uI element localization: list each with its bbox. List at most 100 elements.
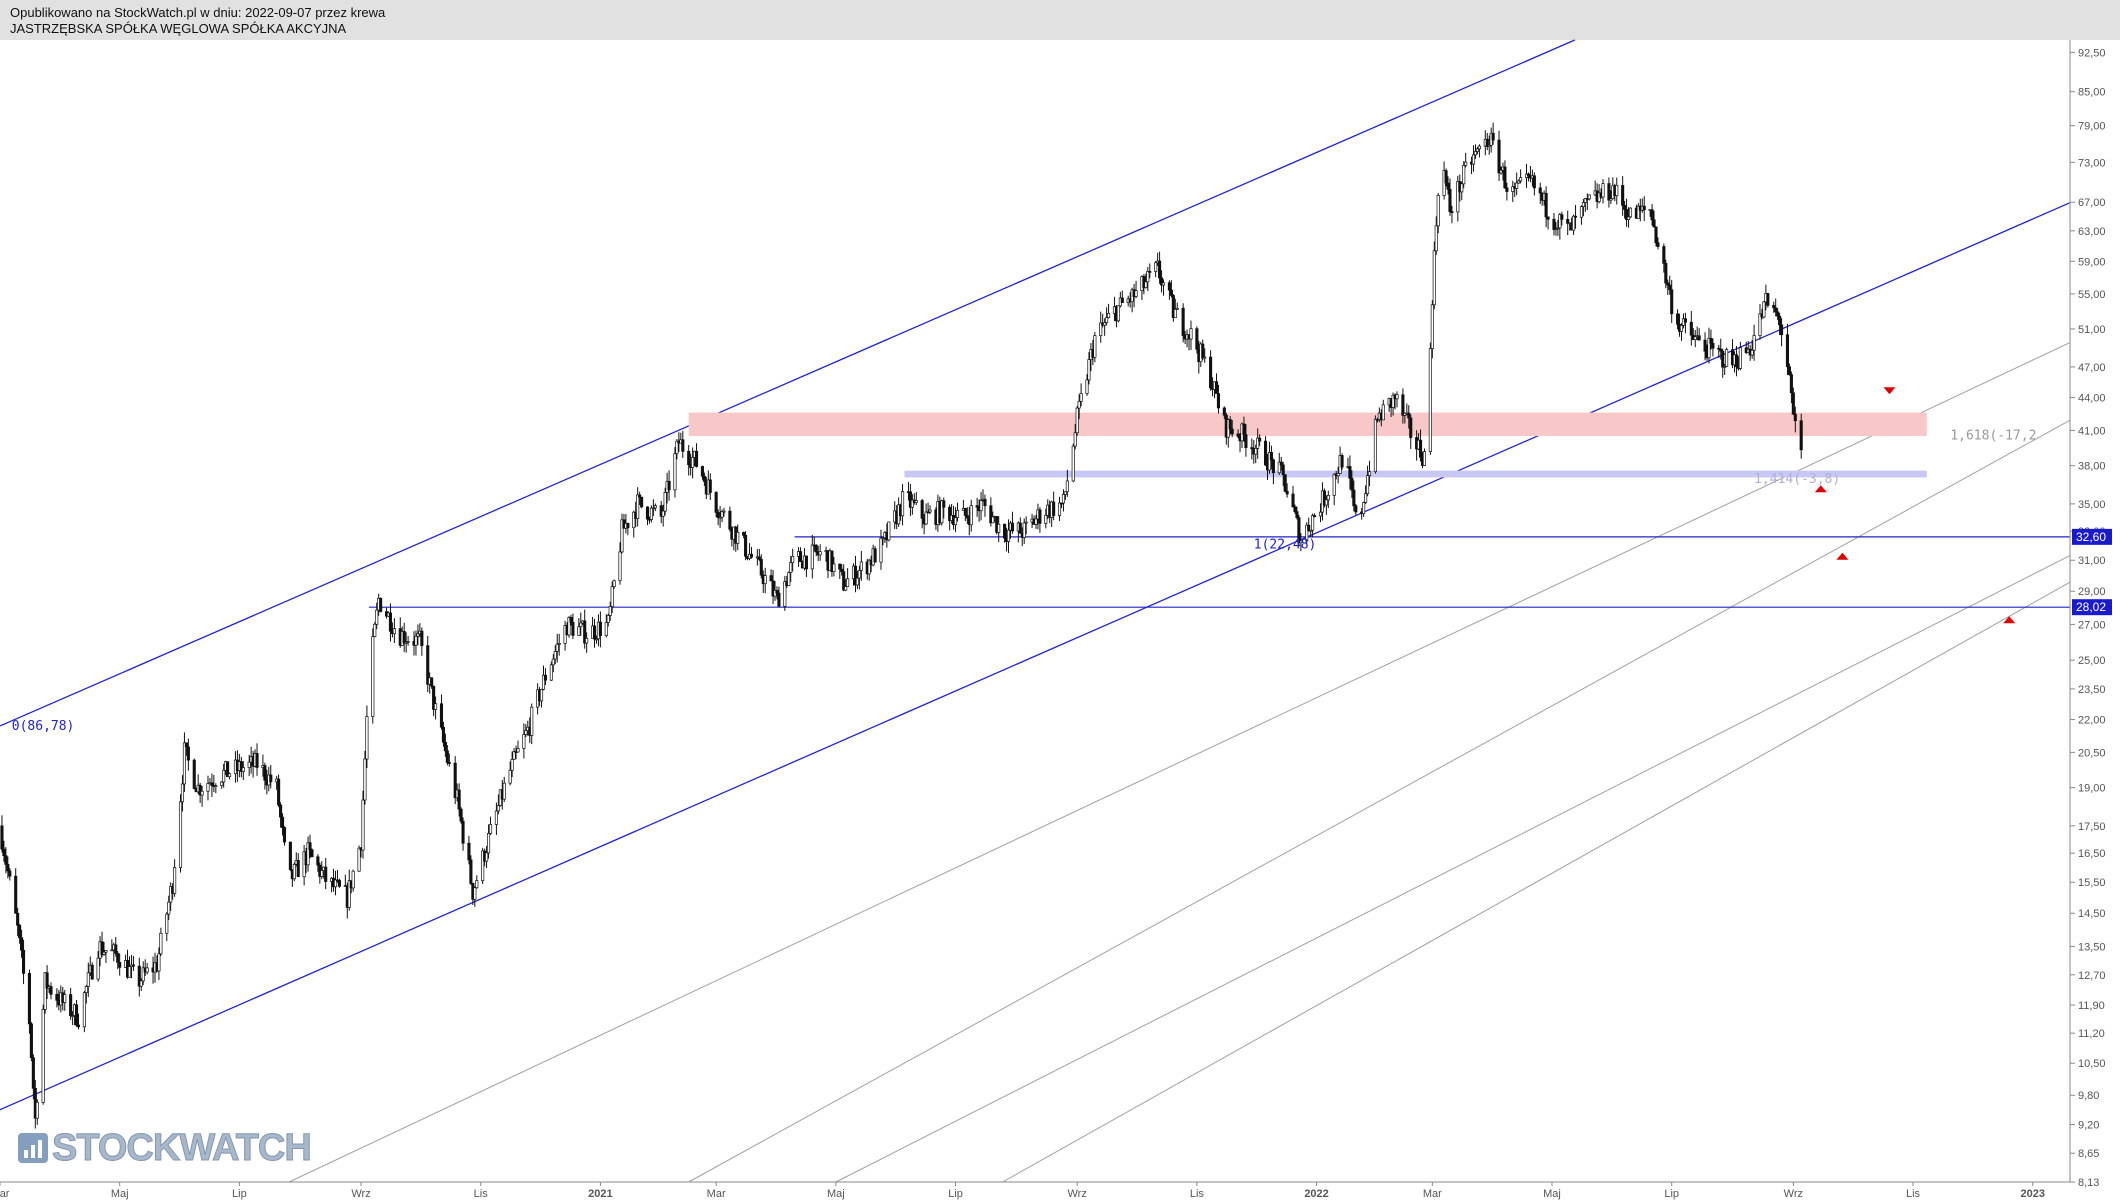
candle-body xyxy=(1332,473,1336,496)
candle xyxy=(320,861,324,880)
candle-body xyxy=(1491,132,1495,141)
candle xyxy=(592,618,597,648)
candle xyxy=(620,513,624,554)
candle-body xyxy=(2,848,6,857)
candle-body xyxy=(873,548,877,563)
candle xyxy=(853,555,858,593)
candle xyxy=(1073,423,1077,450)
candle xyxy=(475,875,479,889)
candle-body xyxy=(606,615,610,623)
candle xyxy=(1063,491,1067,500)
candle xyxy=(1785,323,1790,376)
candle-body xyxy=(76,1024,81,1028)
candle xyxy=(445,745,449,766)
candle xyxy=(469,855,473,885)
candle-body xyxy=(1236,433,1240,437)
candle xyxy=(1656,237,1660,250)
candle-body xyxy=(392,628,396,635)
candle-body xyxy=(1709,337,1713,344)
candle xyxy=(1670,280,1674,323)
candle-body xyxy=(373,623,377,637)
candle xyxy=(157,947,161,981)
candle xyxy=(159,927,163,956)
candle xyxy=(473,886,477,907)
candle-body xyxy=(1169,289,1173,296)
candle xyxy=(420,627,424,656)
candle xyxy=(1721,348,1725,378)
candle-body xyxy=(1526,173,1531,177)
candle-body xyxy=(749,553,754,558)
candle xyxy=(1791,387,1795,416)
candle-body xyxy=(1267,452,1272,471)
candle-body xyxy=(569,617,573,623)
candle xyxy=(169,882,173,911)
annotations: 0(86,78) 1(22,48) 1,618(-17,2 1,414(-3,8) xyxy=(12,387,2036,734)
candle xyxy=(969,499,973,532)
candle xyxy=(645,506,650,526)
candle xyxy=(1222,406,1226,420)
candle-body xyxy=(467,842,471,861)
candle-body xyxy=(1175,307,1179,310)
candle xyxy=(1799,413,1803,459)
y-tick-label: 31,00 xyxy=(2078,555,2106,567)
candle-body xyxy=(1464,161,1468,166)
candle xyxy=(1216,384,1221,414)
candle xyxy=(702,472,706,486)
candle xyxy=(638,491,642,506)
candle xyxy=(206,775,210,801)
candle-body xyxy=(1499,169,1503,174)
candle xyxy=(510,751,514,778)
y-tick-label: 59,00 xyxy=(2078,256,2106,268)
candle xyxy=(1340,453,1344,470)
candle-body xyxy=(169,886,173,903)
candle-body xyxy=(1511,186,1515,192)
candle xyxy=(1560,211,1564,226)
candle-body xyxy=(736,531,740,544)
candle xyxy=(997,516,1001,543)
candle xyxy=(1689,311,1693,346)
y-tick-label: 17,50 xyxy=(2078,821,2106,833)
candle xyxy=(20,929,24,958)
candle-body xyxy=(114,944,118,954)
candle xyxy=(1766,292,1770,308)
y-tick-label: 10,50 xyxy=(2078,1058,2106,1070)
candle xyxy=(416,624,420,646)
candle-body xyxy=(1552,218,1556,230)
candle-body xyxy=(1723,366,1727,368)
candle xyxy=(924,503,928,526)
candle xyxy=(1778,312,1782,336)
candle-body xyxy=(887,521,891,541)
candle xyxy=(104,950,108,963)
logo-text: STOCKWATCH xyxy=(52,1126,313,1169)
candle xyxy=(1707,327,1711,364)
candle-body xyxy=(720,511,724,518)
candle xyxy=(1679,323,1684,341)
candle-body xyxy=(110,949,114,952)
candle xyxy=(279,802,283,828)
candle-body xyxy=(1024,521,1028,524)
candle xyxy=(1625,198,1629,227)
candle xyxy=(1022,518,1026,544)
candle-body xyxy=(347,880,351,908)
fib-0-label: 0(86,78) xyxy=(12,719,75,734)
candle-body xyxy=(453,762,457,799)
candle-body xyxy=(608,606,612,616)
candle-body xyxy=(296,859,300,878)
candle-body xyxy=(1719,348,1723,352)
candle-body xyxy=(1103,322,1107,326)
candle xyxy=(728,506,732,532)
candle-body xyxy=(645,506,650,520)
candle-body xyxy=(1462,165,1466,185)
candle xyxy=(983,494,987,517)
candle-body xyxy=(1336,473,1340,477)
candle-body xyxy=(1093,335,1097,358)
candle xyxy=(1158,251,1162,284)
candle xyxy=(8,868,12,881)
candle-body xyxy=(787,572,791,587)
candle-body xyxy=(675,440,679,455)
candle xyxy=(1201,339,1205,361)
candle xyxy=(1709,329,1713,350)
candle-body xyxy=(1105,317,1109,323)
candle xyxy=(192,758,196,790)
